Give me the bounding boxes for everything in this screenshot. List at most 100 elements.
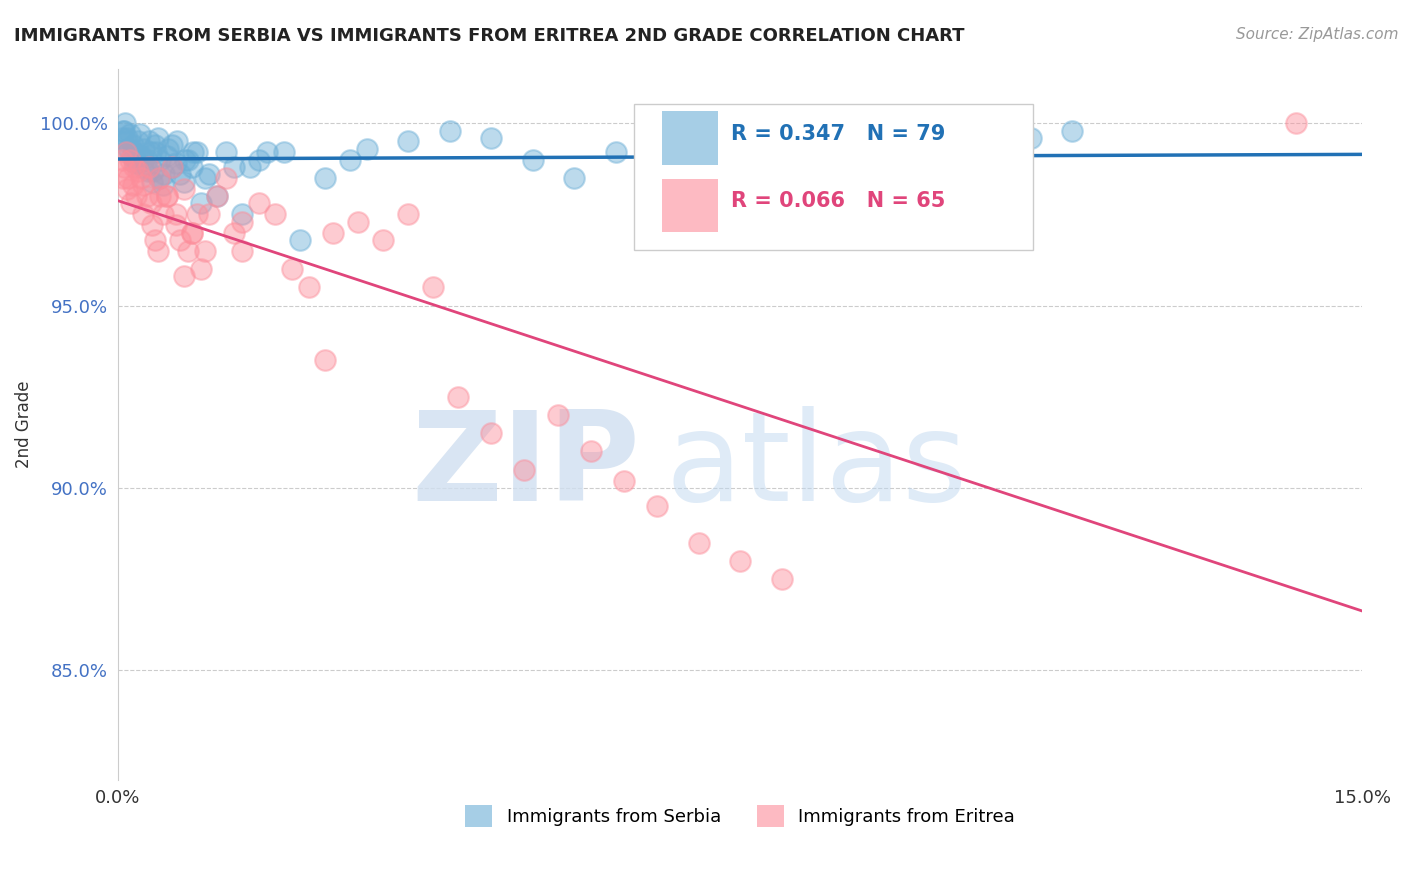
Point [173,182,195,196]
Text: atlas: atlas [665,406,967,527]
Point [1285,116,1308,130]
Point [131,160,153,174]
Point [297,280,319,294]
Point [198,207,221,221]
Point [522,153,544,167]
Point [169,233,191,247]
Point [120,153,142,167]
Point [112,123,135,137]
Point [141,175,163,189]
Point [231,215,253,229]
Point [181,145,204,160]
Point [688,535,710,549]
Point [143,138,166,153]
Bar [662,178,717,232]
Point [143,233,166,247]
Point [141,163,163,178]
Point [148,170,170,185]
Point [579,444,602,458]
Point [770,145,793,160]
Point [396,207,419,221]
Point [149,153,172,167]
Point [207,189,229,203]
Point [273,145,295,160]
Point [111,130,134,145]
Point [125,153,148,167]
Point [156,189,179,203]
Point [613,474,636,488]
Text: R = 0.066   N = 65: R = 0.066 N = 65 [731,192,946,211]
Point [136,163,159,178]
Point [146,244,169,258]
Point [728,170,751,185]
Point [439,123,461,137]
Point [194,170,217,185]
Point [169,167,191,181]
Point [165,207,187,221]
Point [160,160,183,174]
Point [190,262,212,277]
Point [135,153,157,167]
Point [181,226,204,240]
Point [148,170,170,185]
Point [117,170,139,185]
Point [181,160,204,174]
Point [645,153,668,167]
Point [247,196,270,211]
Point [339,153,361,167]
Point [115,135,138,149]
Point [165,219,187,233]
Point [214,170,236,185]
Point [122,160,145,174]
Point [124,156,146,170]
Point [177,153,200,167]
Point [396,135,419,149]
Point [231,207,253,221]
Point [231,244,253,258]
Point [290,233,312,247]
Point [132,207,155,221]
Point [121,138,143,153]
Point [853,145,876,160]
Point [134,142,156,156]
Text: IMMIGRANTS FROM SERBIA VS IMMIGRANTS FROM ERITREA 2ND GRADE CORRELATION CHART: IMMIGRANTS FROM SERBIA VS IMMIGRANTS FRO… [14,27,965,45]
Point [115,145,138,160]
Point [131,178,153,193]
Point [112,170,135,185]
Point [115,182,138,196]
Point [118,142,141,156]
Point [186,207,208,221]
Point [117,142,139,156]
Point [145,145,167,160]
Point [422,280,444,294]
Point [149,189,172,203]
Point [138,160,160,174]
Point [120,196,142,211]
Point [127,163,149,178]
Point [156,149,179,163]
Point [129,127,152,141]
Point [114,116,136,130]
Point [314,170,336,185]
Point [281,262,304,277]
Point [322,226,344,240]
Point [162,160,184,174]
Point [181,226,204,240]
Point [146,130,169,145]
Point [125,189,148,203]
Point [173,175,195,189]
Point [314,353,336,368]
Point [1019,130,1042,145]
Point [152,207,174,221]
Point [247,153,270,167]
Point [173,153,195,167]
Point [111,123,134,137]
Point [122,145,145,160]
Bar [662,112,717,164]
Point [121,149,143,163]
Point [165,156,187,170]
Point [186,145,208,160]
Point [198,167,221,181]
Point [688,153,710,167]
Point [129,149,152,163]
